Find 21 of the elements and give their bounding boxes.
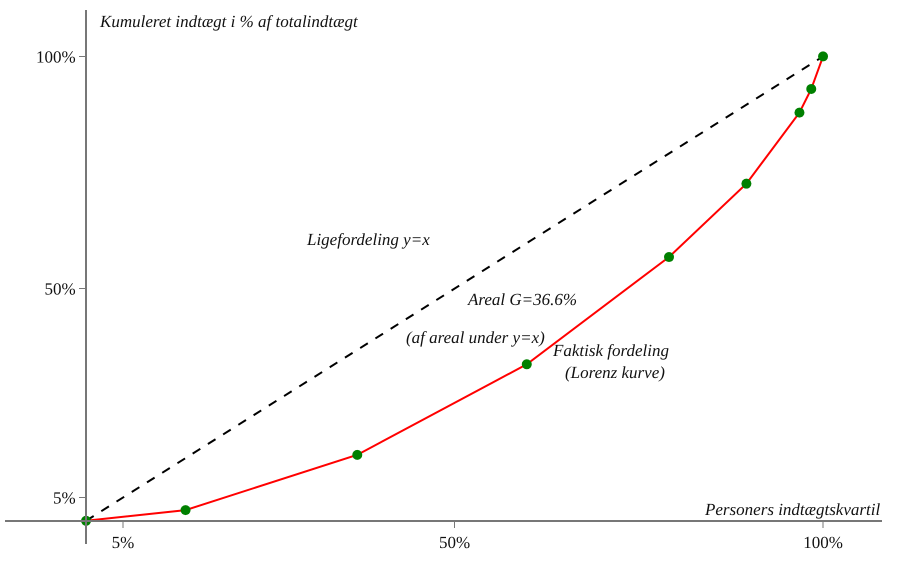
x-tick-label: 5% bbox=[112, 533, 134, 552]
y-tick-label: 5% bbox=[52, 488, 76, 508]
point bbox=[352, 450, 362, 460]
point bbox=[180, 505, 191, 516]
point bbox=[522, 359, 532, 370]
x-tick-label: 100% bbox=[803, 533, 843, 552]
y-tick-label: 100% bbox=[36, 47, 76, 66]
y-tick-label: 50% bbox=[44, 280, 76, 299]
point bbox=[818, 51, 828, 62]
annotation: (af areal under y=x) bbox=[406, 328, 546, 347]
point bbox=[794, 108, 804, 118]
x-axis-title: Personers indtægtskvartil bbox=[704, 500, 880, 519]
annotation: (Lorenz kurve) bbox=[565, 363, 666, 382]
point bbox=[664, 252, 674, 262]
y-axis-title: Kumuleret indtægt i % af totalindtægt bbox=[99, 12, 359, 31]
point bbox=[741, 178, 752, 189]
annotation: Ligefordeling y=x bbox=[306, 230, 430, 249]
annotation: Faktisk fordeling bbox=[552, 341, 669, 360]
x-tick-label: 50% bbox=[438, 533, 470, 552]
annotation: Areal G=36.6% bbox=[467, 290, 578, 309]
point bbox=[806, 84, 816, 94]
